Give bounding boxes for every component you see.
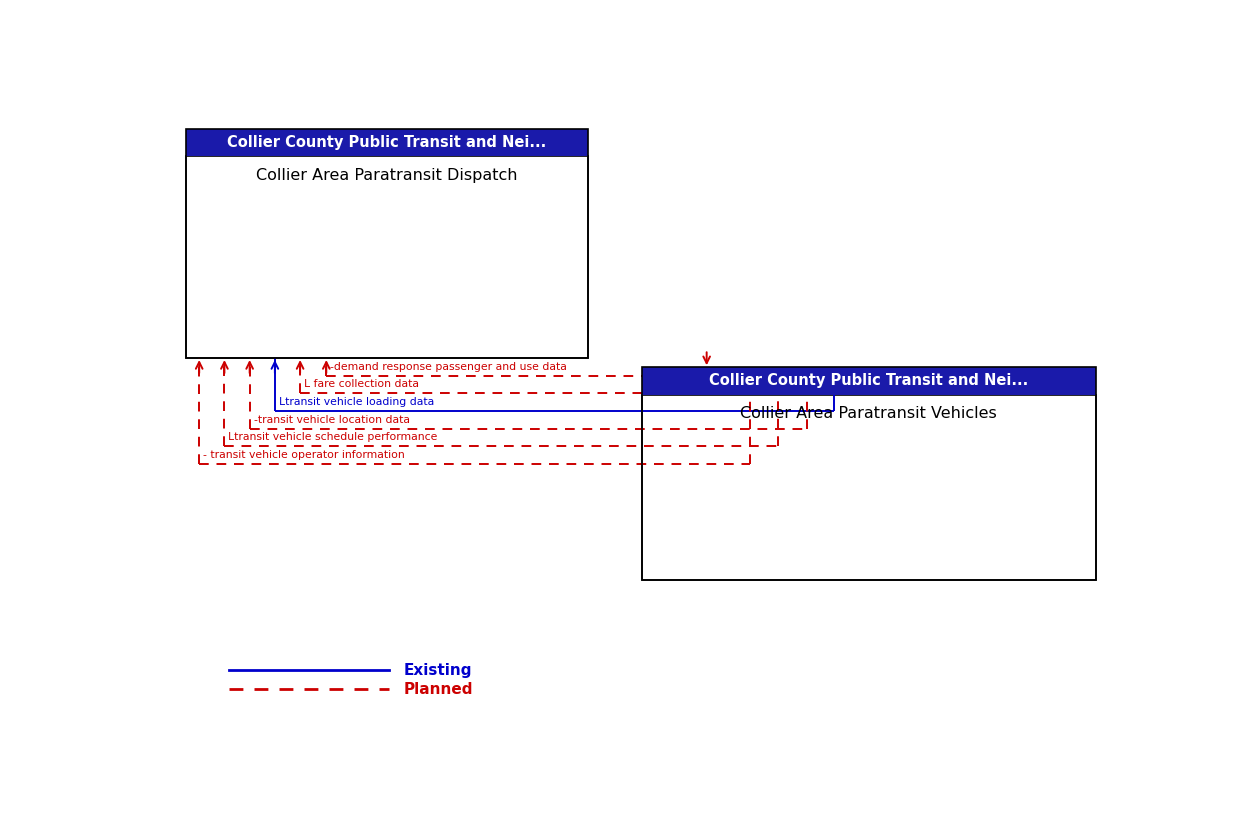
Text: Existing: Existing xyxy=(404,662,472,677)
Bar xyxy=(641,368,1096,395)
Text: -demand response passenger and use data: -demand response passenger and use data xyxy=(331,362,567,372)
Text: Collier Area Paratransit Vehicles: Collier Area Paratransit Vehicles xyxy=(740,406,997,421)
Bar xyxy=(185,130,588,156)
Bar xyxy=(185,156,588,358)
Text: Collier County Public Transit and Nei...: Collier County Public Transit and Nei... xyxy=(709,374,1028,389)
Text: L fare collection data: L fare collection data xyxy=(304,380,419,390)
Text: Collier County Public Transit and Nei...: Collier County Public Transit and Nei... xyxy=(228,135,547,150)
Text: Ltransit vehicle schedule performance: Ltransit vehicle schedule performance xyxy=(228,432,438,442)
Text: Planned: Planned xyxy=(404,682,473,697)
Bar xyxy=(641,395,1096,580)
Text: -transit vehicle location data: -transit vehicle location data xyxy=(253,415,409,425)
Text: Ltransit vehicle loading data: Ltransit vehicle loading data xyxy=(279,397,434,407)
Bar xyxy=(185,130,588,358)
Text: Collier Area Paratransit Dispatch: Collier Area Paratransit Dispatch xyxy=(257,168,517,183)
Text: - transit vehicle operator information: - transit vehicle operator information xyxy=(203,450,404,460)
Bar xyxy=(641,368,1096,580)
